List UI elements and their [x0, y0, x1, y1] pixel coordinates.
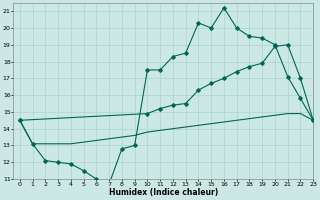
X-axis label: Humidex (Indice chaleur): Humidex (Indice chaleur)	[109, 188, 218, 197]
